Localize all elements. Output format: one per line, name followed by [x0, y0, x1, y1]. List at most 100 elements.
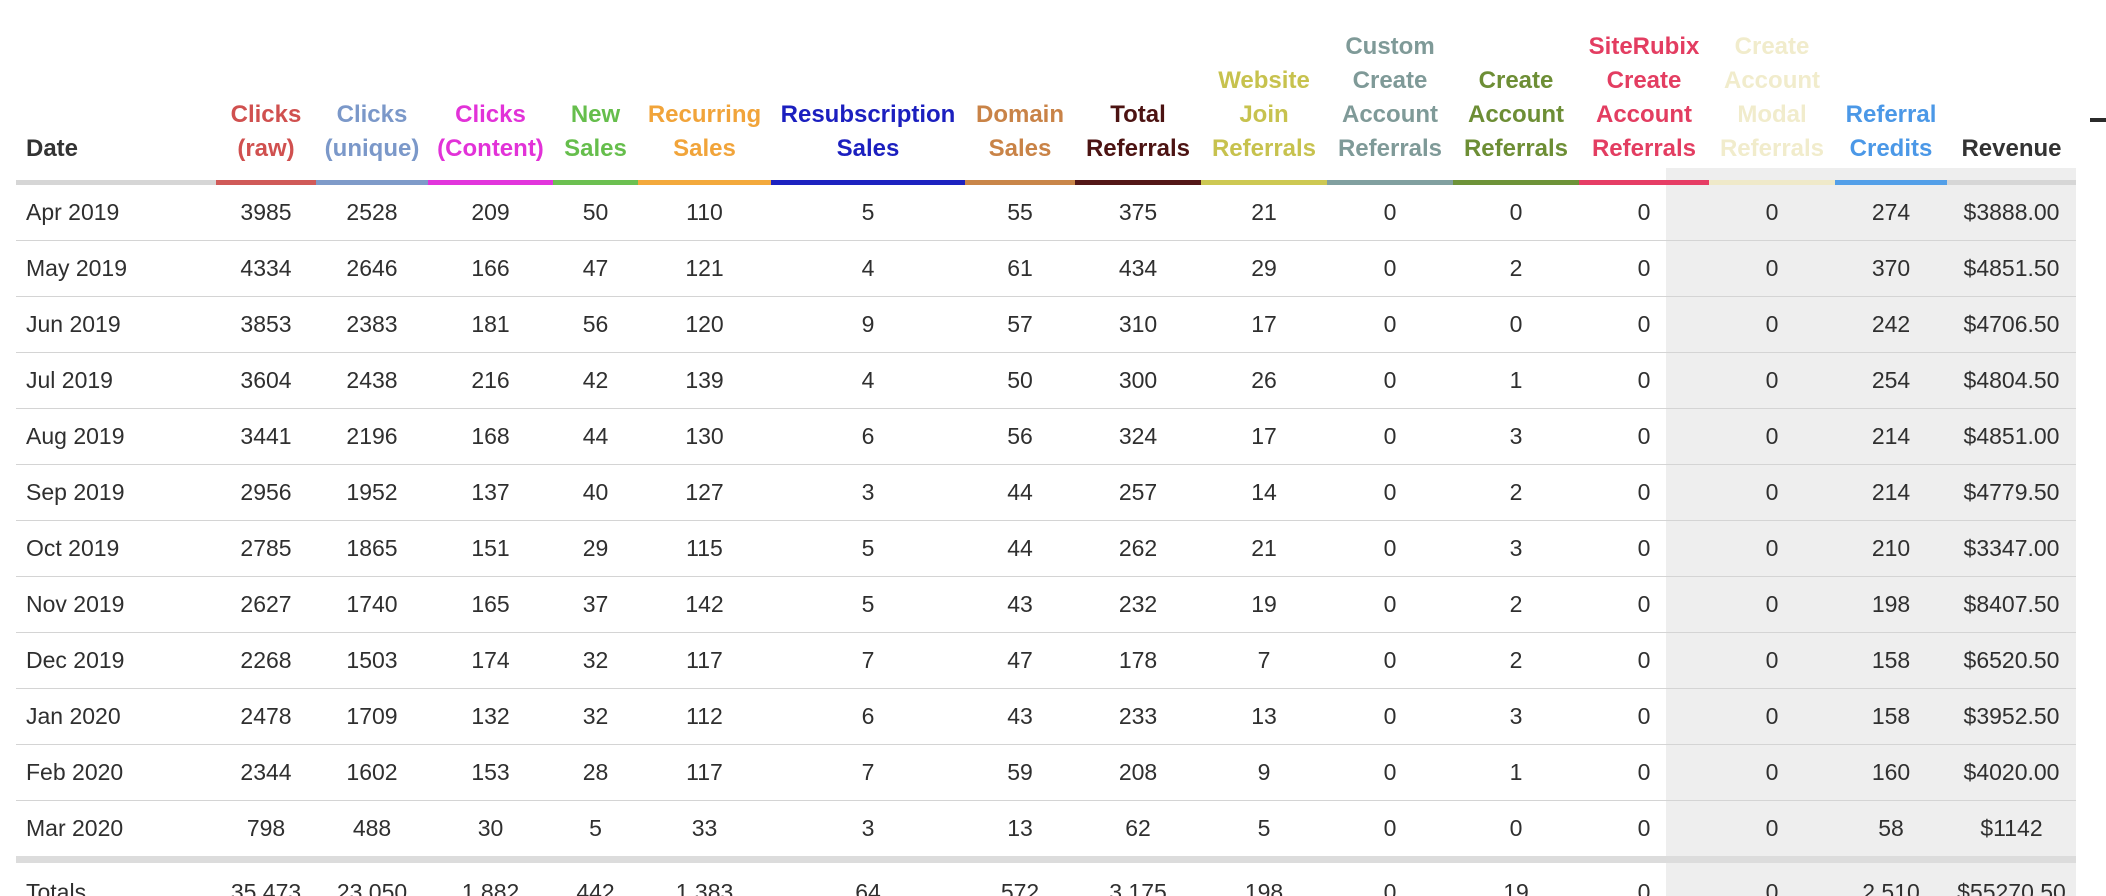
cell-website-join-referrals: 19	[1201, 576, 1327, 633]
column-header-create-account-modal-referrals[interactable]: Create Account Modal Referrals	[1709, 0, 1835, 185]
cell-date: Jan 2020	[16, 688, 216, 745]
column-header-revenue[interactable]: Revenue	[1947, 0, 2076, 185]
cell-new-sales: 56	[553, 296, 638, 353]
column-header-create-account-referrals[interactable]: Create Account Referrals	[1453, 0, 1579, 185]
cell-create-account-modal-referrals: 0	[1709, 744, 1835, 801]
total-recurring-sales: 1,383	[638, 856, 771, 896]
column-header-clicks-raw[interactable]: Clicks (raw)	[216, 0, 316, 185]
column-header-domain-sales[interactable]: Domain Sales	[965, 0, 1075, 185]
cell-custom-create-account-referrals: 0	[1327, 688, 1453, 745]
cell-revenue: $3952.50	[1947, 688, 2076, 745]
cell-create-account-referrals: 2	[1453, 632, 1579, 689]
cell-recurring-sales: 33	[638, 800, 771, 860]
cell-create-account-referrals: 0	[1453, 182, 1579, 241]
column-header-recurring-sales[interactable]: Recurring Sales	[638, 0, 771, 185]
cell-clicks-unique: 2383	[316, 296, 428, 353]
total-total-referrals: 3,175	[1075, 856, 1201, 896]
cell-create-account-modal-referrals: 0	[1709, 464, 1835, 521]
cell-clicks-raw: 2478	[216, 688, 316, 745]
column-header-website-join-referrals[interactable]: Website Join Referrals	[1201, 0, 1327, 185]
cell-resubscription-sales: 9	[771, 296, 965, 353]
cell-referral-credits: 58	[1835, 800, 1947, 860]
cell-domain-sales: 44	[965, 520, 1075, 577]
column-header-new-sales[interactable]: New Sales	[553, 0, 638, 185]
column-header-total-referrals[interactable]: Total Referrals	[1075, 0, 1201, 185]
column-header-clicks-unique[interactable]: Clicks (unique)	[316, 0, 428, 185]
referral-stats-table: Date Clicks (raw) Clicks (unique) Clicks…	[16, 0, 2076, 896]
cell-referral-credits: 274	[1835, 182, 1947, 241]
column-header-referral-credits[interactable]: Referral Credits	[1835, 0, 1947, 185]
cell-clicks-raw: 3853	[216, 296, 316, 353]
column-header-siterubix-create-account-referrals[interactable]: SiteRubix Create Account Referrals	[1579, 0, 1709, 185]
cell-custom-create-account-referrals: 0	[1327, 296, 1453, 353]
cell-recurring-sales: 127	[638, 464, 771, 521]
column-header-resubscription-sales[interactable]: Resubscription Sales	[771, 0, 965, 185]
cell-custom-create-account-referrals: 0	[1327, 352, 1453, 409]
column-header-date[interactable]: Date	[16, 0, 216, 185]
cell-clicks-raw: 3985	[216, 182, 316, 241]
cell-revenue: $1142	[1947, 800, 2076, 860]
cell-custom-create-account-referrals: 0	[1327, 576, 1453, 633]
cell-total-referrals: 62	[1075, 800, 1201, 860]
cell-create-account-modal-referrals: 0	[1709, 632, 1835, 689]
cell-recurring-sales: 130	[638, 408, 771, 465]
cell-new-sales: 40	[553, 464, 638, 521]
cell-clicks-unique: 1602	[316, 744, 428, 801]
cell-clicks-content: 174	[428, 632, 553, 689]
cell-resubscription-sales: 4	[771, 240, 965, 297]
cell-clicks-raw: 2627	[216, 576, 316, 633]
cell-new-sales: 32	[553, 688, 638, 745]
table-row: Mar 2020 798 488 30 5 33 3 13 62 5 0 0 0 0 58 $1142	[16, 800, 2076, 860]
cell-referral-credits: 198	[1835, 576, 1947, 633]
cell-date: Feb 2020	[16, 744, 216, 801]
cell-clicks-content: 30	[428, 800, 553, 860]
cell-domain-sales: 55	[965, 182, 1075, 241]
cell-create-account-modal-referrals: 0	[1709, 576, 1835, 633]
total-domain-sales: 572	[965, 856, 1075, 896]
cell-date: Nov 2019	[16, 576, 216, 633]
cell-clicks-unique: 1709	[316, 688, 428, 745]
cell-siterubix-create-account-referrals: 0	[1579, 632, 1709, 689]
cell-create-account-modal-referrals: 0	[1709, 408, 1835, 465]
header-edge-marker	[2090, 118, 2106, 122]
cell-clicks-content: 137	[428, 464, 553, 521]
cell-date: May 2019	[16, 240, 216, 297]
cell-clicks-raw: 4334	[216, 240, 316, 297]
cell-create-account-modal-referrals: 0	[1709, 520, 1835, 577]
cell-clicks-raw: 2344	[216, 744, 316, 801]
cell-total-referrals: 300	[1075, 352, 1201, 409]
cell-date: Jul 2019	[16, 352, 216, 409]
cell-revenue: $4851.50	[1947, 240, 2076, 297]
column-header-custom-create-account-referrals[interactable]: Custom Create Account Referrals	[1327, 0, 1453, 185]
totals-label: Totals	[16, 856, 216, 896]
cell-revenue: $4804.50	[1947, 352, 2076, 409]
cell-siterubix-create-account-referrals: 0	[1579, 352, 1709, 409]
cell-referral-credits: 158	[1835, 632, 1947, 689]
cell-domain-sales: 56	[965, 408, 1075, 465]
column-header-clicks-content[interactable]: Clicks (Content)	[428, 0, 553, 185]
cell-siterubix-create-account-referrals: 0	[1579, 576, 1709, 633]
cell-clicks-raw: 2268	[216, 632, 316, 689]
cell-clicks-content: 151	[428, 520, 553, 577]
cell-resubscription-sales: 7	[771, 744, 965, 801]
cell-referral-credits: 160	[1835, 744, 1947, 801]
cell-custom-create-account-referrals: 0	[1327, 408, 1453, 465]
cell-create-account-referrals: 3	[1453, 408, 1579, 465]
cell-domain-sales: 43	[965, 576, 1075, 633]
cell-total-referrals: 324	[1075, 408, 1201, 465]
cell-website-join-referrals: 21	[1201, 182, 1327, 241]
cell-create-account-referrals: 2	[1453, 240, 1579, 297]
table-row: Feb 2020 2344 1602 153 28 117 7 59 208 9 0 1 0 0 160 $4…	[16, 744, 2076, 801]
cell-clicks-raw: 798	[216, 800, 316, 860]
cell-create-account-modal-referrals: 0	[1709, 240, 1835, 297]
cell-recurring-sales: 112	[638, 688, 771, 745]
cell-clicks-raw: 3604	[216, 352, 316, 409]
cell-new-sales: 42	[553, 352, 638, 409]
cell-website-join-referrals: 17	[1201, 408, 1327, 465]
cell-revenue: $4020.00	[1947, 744, 2076, 801]
cell-clicks-content: 166	[428, 240, 553, 297]
cell-new-sales: 50	[553, 182, 638, 241]
cell-custom-create-account-referrals: 0	[1327, 182, 1453, 241]
cell-total-referrals: 233	[1075, 688, 1201, 745]
